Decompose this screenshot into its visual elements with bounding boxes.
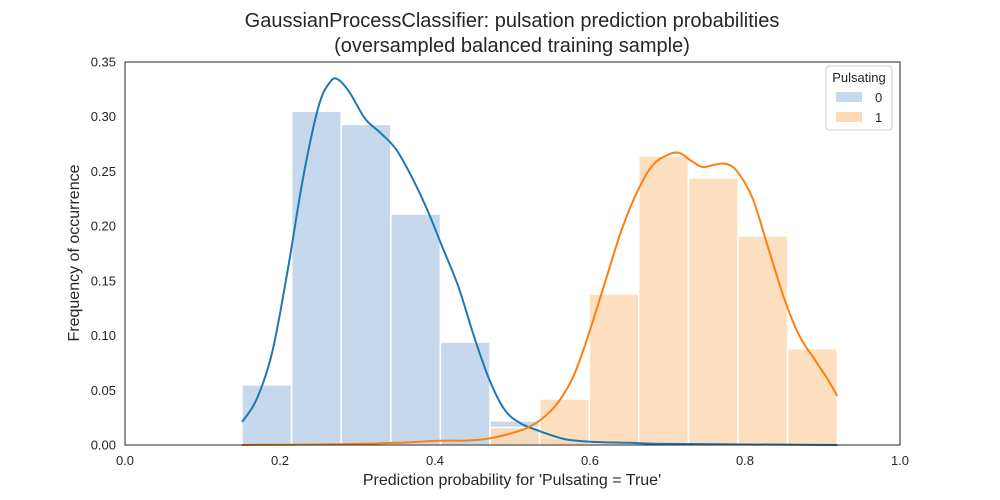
y-tick-label-3: 0.15 [91, 273, 116, 288]
legend-swatch-0 [836, 92, 862, 102]
x-tick-label-2: 0.4 [426, 453, 444, 468]
y-axis-label: Frequency of occurrence [66, 164, 83, 341]
x-axis-label: Prediction probability for 'Pulsating = … [363, 472, 661, 489]
lines-layer [241, 77, 839, 446]
x-tick-label-4: 0.8 [736, 453, 754, 468]
bar-series-0-bin-1 [290, 110, 342, 446]
x-tick-label-5: 1.0 [891, 453, 909, 468]
bar-series-0-bin-4 [439, 341, 491, 446]
bar-series-0-bin-0 [241, 384, 293, 446]
y-tick-label-0: 0.00 [91, 438, 116, 453]
y-tick-label-4: 0.20 [91, 219, 116, 234]
x-tick-label-0: 0.0 [116, 453, 134, 468]
bar-series-0-bin-3 [390, 213, 442, 446]
legend-title: Pulsating [832, 70, 885, 85]
legend-label-1: 1 [875, 110, 882, 125]
legend-label-0: 0 [875, 90, 882, 105]
bar-series-1-bin-3 [638, 155, 690, 446]
x-tick-label-3: 0.6 [581, 453, 599, 468]
bar-series-1-bin-2 [588, 293, 640, 446]
bar-series-1-bin-6 [786, 347, 838, 446]
bars-layer [241, 110, 838, 446]
y-tick-label-1: 0.05 [91, 383, 116, 398]
chart-title-line1: GaussianProcessClassifier: pulsation pre… [245, 10, 780, 32]
y-tick-label-2: 0.10 [91, 328, 116, 343]
ticks-layer: 0.0 0.2 0.4 0.6 0.8 1.0 0.00 0.05 0.10 0.15 0.20 0.… [91, 55, 909, 469]
legend-swatch-1 [836, 112, 862, 122]
legend: Pulsating 0 1 [825, 65, 893, 131]
bar-series-0-bin-2 [340, 123, 392, 446]
chart-title-line2: (oversampled balanced training sample) [334, 35, 690, 57]
bar-series-1-bin-4 [687, 177, 739, 446]
axes-layer [124, 61, 901, 446]
kde-line-series-0 [241, 77, 838, 446]
y-tick-label-5: 0.25 [91, 164, 116, 179]
y-tick-label-6: 0.30 [91, 109, 116, 124]
y-tick-label-7: 0.35 [91, 55, 116, 70]
bar-series-1-bin-5 [737, 235, 789, 446]
kde-line-series-1 [242, 151, 839, 446]
x-tick-label-1: 0.2 [271, 453, 289, 468]
plot-frame [124, 61, 901, 446]
